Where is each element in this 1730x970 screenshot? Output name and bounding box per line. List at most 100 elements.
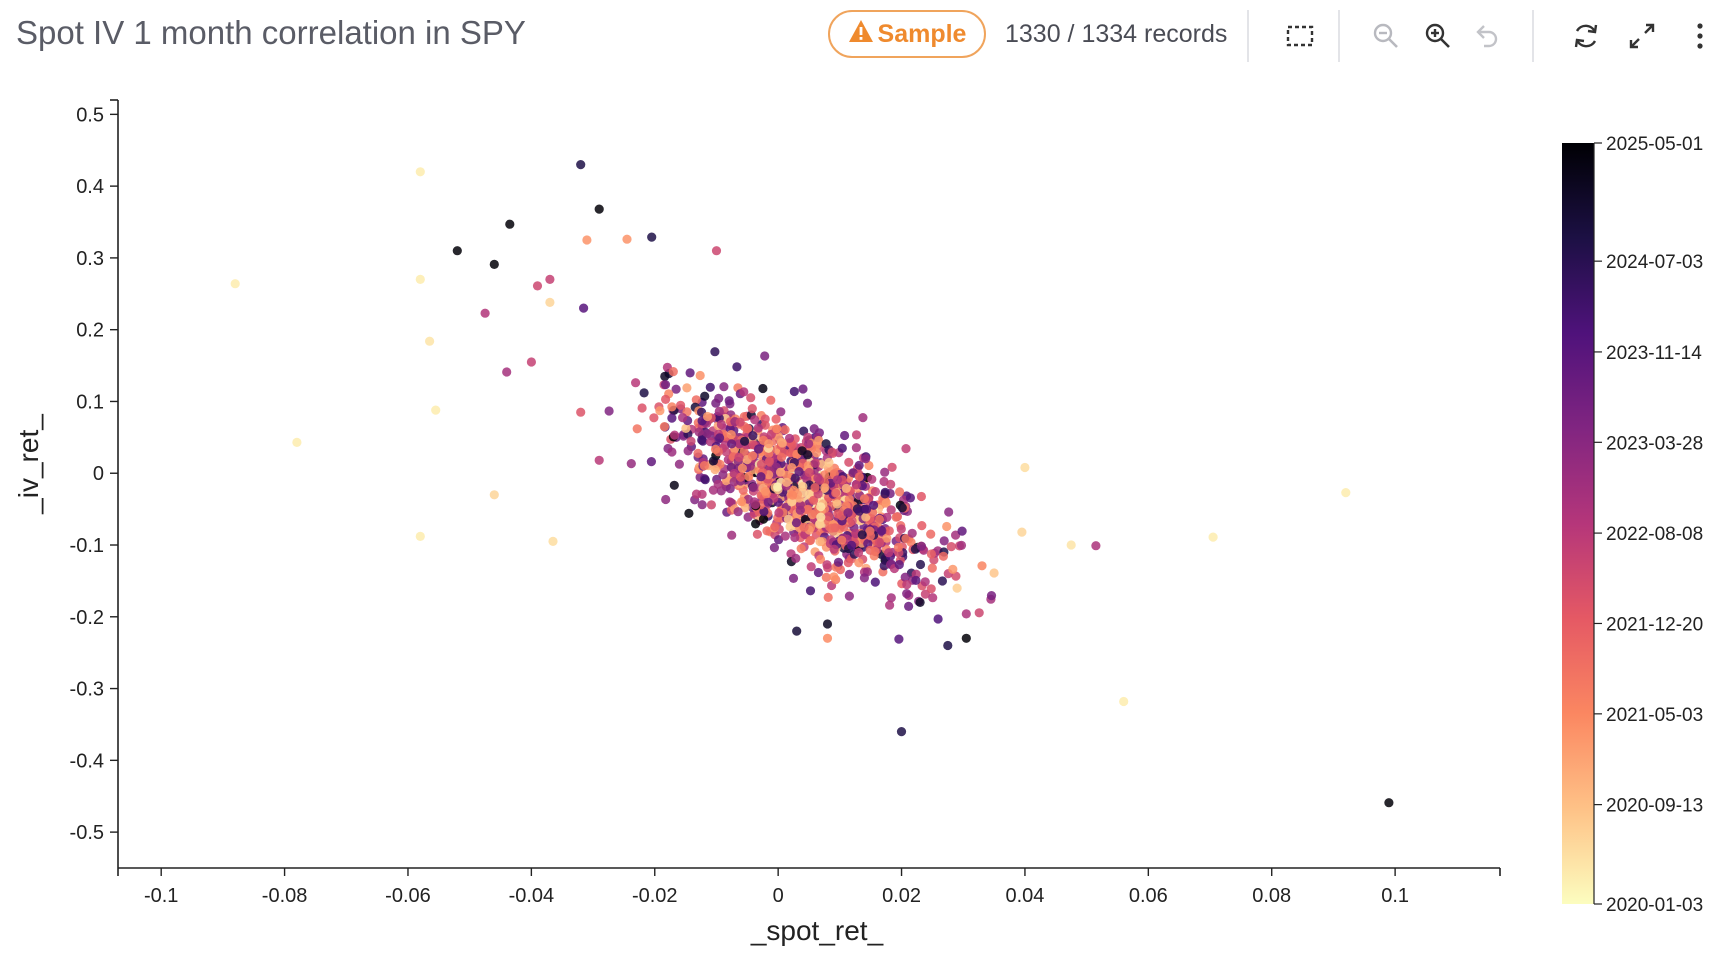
scatter-point: [727, 439, 737, 449]
scatter-point: [526, 357, 537, 367]
selection-box-icon[interactable]: [1280, 16, 1320, 56]
undo-icon[interactable]: [1466, 16, 1506, 56]
scatter-point: [787, 497, 797, 507]
scatter-point: [637, 403, 647, 413]
scatter-point: [837, 443, 847, 453]
scatter-point: [783, 514, 794, 524]
scatter-point: [760, 351, 770, 361]
scatter-point: [788, 573, 799, 583]
sample-badge[interactable]: Sample: [828, 10, 986, 58]
colorbar-gradient: [1562, 143, 1594, 904]
fullscreen-icon[interactable]: [1622, 16, 1662, 56]
scatter-point: [740, 436, 750, 446]
scatter-point: [884, 548, 894, 558]
scatter-point: [660, 380, 671, 390]
scatter-point: [886, 505, 896, 515]
scatter-point: [943, 640, 953, 651]
scatter-point: [833, 509, 843, 519]
scatter-point: [505, 219, 515, 229]
scatter-point: [762, 526, 772, 536]
zoom-in-icon[interactable]: [1418, 16, 1458, 56]
scatter-point: [594, 455, 604, 465]
scatter-point: [697, 435, 707, 445]
y-tick-label: 0.2: [76, 320, 104, 342]
scatter-point: [926, 584, 936, 594]
scatter-point: [946, 542, 956, 552]
scatter-point: [933, 614, 943, 624]
scatter-point: [735, 417, 745, 427]
scatter-point: [660, 371, 670, 381]
scatter-point: [415, 274, 425, 284]
scatter-point: [1066, 540, 1076, 550]
scatter-point: [882, 533, 892, 543]
scatter-point: [894, 560, 904, 570]
scatter-point: [747, 404, 757, 414]
scatter-point: [926, 529, 936, 539]
scatter-point: [576, 407, 586, 417]
colorbar-tick-label: 2022-08-08: [1606, 524, 1703, 545]
scatter-point: [851, 443, 862, 453]
scatter-point: [699, 461, 710, 471]
scatter-point: [805, 535, 816, 545]
scatter-point: [810, 458, 820, 468]
scatter-point: [915, 597, 925, 608]
scatter-point: [711, 246, 722, 256]
scatter-point: [726, 430, 736, 440]
scatter-point: [796, 544, 806, 554]
y-tick-label: -0.5: [70, 822, 104, 844]
refresh-icon[interactable]: [1566, 16, 1606, 56]
scatter-point: [647, 232, 657, 242]
scatter-point: [697, 500, 707, 510]
scatter-point: [886, 479, 896, 489]
scatter-point: [780, 425, 790, 435]
scatter-point: [804, 439, 814, 449]
scatter-point: [754, 444, 764, 454]
scatter-point: [693, 448, 703, 458]
scatter-point: [854, 472, 864, 482]
scatter-point: [823, 592, 833, 603]
scatter-point: [776, 407, 786, 417]
chart-title: Spot IV 1 month correlation in SPY: [16, 14, 526, 51]
scatter-point: [961, 633, 971, 643]
y-tick-label: 0.5: [76, 104, 104, 126]
scatter-point: [425, 336, 435, 346]
scatter-point: [815, 554, 826, 564]
y-tick-label: 0.4: [76, 176, 104, 198]
y-tick-label: 0.3: [76, 248, 104, 270]
more-vertical-icon[interactable]: [1680, 16, 1720, 56]
scatter-point: [576, 160, 586, 170]
scatter-point: [829, 572, 839, 582]
scatter-point: [844, 591, 855, 601]
scatter-point: [864, 460, 874, 471]
scatter-point: [661, 394, 671, 404]
scatter-point: [1091, 541, 1101, 551]
colorbar-tick-label: 2021-05-03: [1606, 705, 1703, 726]
scatter-point: [669, 480, 679, 490]
scatter-point: [760, 414, 770, 424]
scatter-point: [700, 391, 710, 401]
scatter-point: [820, 483, 830, 493]
scatter-point: [854, 558, 864, 568]
scatter-point: [604, 406, 614, 416]
scatter-plot-svg[interactable]: -0.1 -0.08 -0.06 -0.04 -0.02 0 0.02 0.04 0.06 0.0…: [0, 72, 1730, 970]
zoom-out-icon[interactable]: [1366, 16, 1406, 56]
scatter-point: [895, 487, 905, 497]
scatter-point: [742, 423, 752, 434]
scatter-point: [685, 368, 695, 378]
scatter-point: [861, 512, 871, 522]
scatter-point: [736, 472, 746, 482]
scatter-point: [756, 459, 767, 469]
scatter-point: [678, 413, 688, 423]
scatter-point: [891, 512, 901, 522]
scatter-point: [545, 274, 555, 284]
sample-label: Sample: [877, 19, 967, 48]
scatter-point: [489, 259, 499, 269]
scatter-point: [784, 433, 795, 443]
x-tick-label: -0.08: [262, 885, 308, 907]
scatter-point: [795, 505, 805, 515]
scatter-chart[interactable]: -0.1 -0.08 -0.06 -0.04 -0.02 0 0.02 0.04 0.06 0.0…: [0, 72, 1730, 970]
x-tick-label: -0.06: [385, 885, 431, 907]
scatter-point: [810, 483, 820, 493]
scatter-point: [733, 507, 743, 517]
scatter-point: [832, 475, 843, 485]
